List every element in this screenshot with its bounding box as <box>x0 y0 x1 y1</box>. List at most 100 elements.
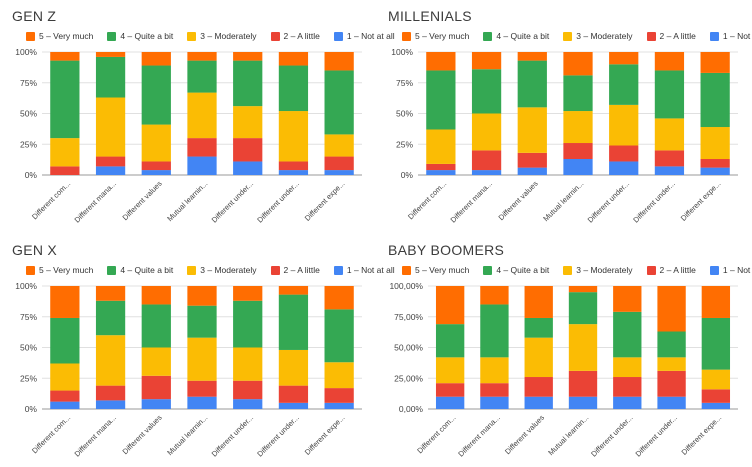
bar-segment[interactable] <box>657 286 686 332</box>
bar-segment[interactable] <box>187 156 217 175</box>
bar-segment[interactable] <box>563 75 593 112</box>
bar-segment[interactable] <box>187 138 217 157</box>
bar-segment[interactable] <box>654 70 685 119</box>
bar-segment[interactable] <box>568 396 598 409</box>
bar-segment[interactable] <box>324 134 354 157</box>
bar-segment[interactable] <box>435 324 465 358</box>
bar-segment[interactable] <box>324 362 354 389</box>
bar-segment[interactable] <box>95 400 126 409</box>
bar-segment[interactable] <box>568 370 598 397</box>
bar-segment[interactable] <box>426 129 456 164</box>
bar-segment[interactable] <box>324 156 354 171</box>
bar-segment[interactable] <box>187 60 217 93</box>
bar-segment[interactable] <box>568 286 598 293</box>
bar-segment[interactable] <box>324 388 354 403</box>
bar-segment[interactable] <box>613 396 642 409</box>
bar-segment[interactable] <box>480 396 509 409</box>
bar-segment[interactable] <box>471 150 502 171</box>
bar-segment[interactable] <box>524 396 553 409</box>
bar-segment[interactable] <box>233 60 263 107</box>
bar-segment[interactable] <box>233 300 263 348</box>
bar-segment[interactable] <box>654 150 685 167</box>
bar-segment[interactable] <box>233 380 263 400</box>
bar-segment[interactable] <box>95 286 126 301</box>
bar-segment[interactable] <box>609 104 639 146</box>
bar-segment[interactable] <box>480 286 509 305</box>
bar-segment[interactable] <box>187 337 217 381</box>
bar-segment[interactable] <box>563 159 593 175</box>
bar-segment[interactable] <box>426 170 456 175</box>
bar-segment[interactable] <box>426 70 456 130</box>
bar-segment[interactable] <box>278 65 309 112</box>
bar-segment[interactable] <box>700 52 730 73</box>
bar-segment[interactable] <box>95 166 126 175</box>
bar-segment[interactable] <box>50 363 80 391</box>
bar-segment[interactable] <box>517 152 547 168</box>
bar-segment[interactable] <box>613 357 642 378</box>
bar-segment[interactable] <box>278 385 309 403</box>
bar-segment[interactable] <box>524 337 553 378</box>
bar-segment[interactable] <box>471 52 502 70</box>
bar-segment[interactable] <box>50 390 80 402</box>
bar-segment[interactable] <box>324 170 354 175</box>
bar-segment[interactable] <box>654 166 685 175</box>
bar-segment[interactable] <box>700 167 730 175</box>
bar-segment[interactable] <box>435 383 465 397</box>
bar-segment[interactable] <box>701 369 731 390</box>
bar-segment[interactable] <box>278 170 309 175</box>
bar-segment[interactable] <box>141 375 171 400</box>
bar-segment[interactable] <box>278 111 309 162</box>
bar-segment[interactable] <box>95 300 126 336</box>
bar-segment[interactable] <box>233 138 263 162</box>
bar-segment[interactable] <box>524 317 553 338</box>
bar-segment[interactable] <box>701 317 731 370</box>
bar-segment[interactable] <box>609 52 639 65</box>
bar-segment[interactable] <box>50 60 80 139</box>
bar-segment[interactable] <box>324 70 354 135</box>
bar-segment[interactable] <box>233 52 263 61</box>
bar-segment[interactable] <box>613 286 642 312</box>
bar-segment[interactable] <box>426 52 456 71</box>
bar-segment[interactable] <box>701 389 731 403</box>
bar-segment[interactable] <box>50 52 80 61</box>
bar-segment[interactable] <box>517 52 547 61</box>
bar-segment[interactable] <box>187 92 217 139</box>
bar-segment[interactable] <box>609 161 639 175</box>
bar-segment[interactable] <box>613 311 642 358</box>
bar-segment[interactable] <box>563 52 593 76</box>
bar-segment[interactable] <box>278 294 309 350</box>
bar-segment[interactable] <box>324 286 354 310</box>
bar-segment[interactable] <box>278 161 309 171</box>
bar-segment[interactable] <box>233 106 263 139</box>
bar-segment[interactable] <box>524 286 553 318</box>
bar-segment[interactable] <box>609 145 639 162</box>
bar-segment[interactable] <box>563 111 593 144</box>
bar-segment[interactable] <box>187 380 217 397</box>
bar-segment[interactable] <box>435 286 465 325</box>
bar-segment[interactable] <box>278 52 309 66</box>
bar-segment[interactable] <box>141 65 171 125</box>
bar-segment[interactable] <box>95 97 126 157</box>
bar-segment[interactable] <box>657 370 686 397</box>
bar-segment[interactable] <box>471 113 502 151</box>
bar-segment[interactable] <box>435 357 465 384</box>
bar-segment[interactable] <box>426 163 456 171</box>
bar-segment[interactable] <box>701 286 731 318</box>
bar-segment[interactable] <box>187 286 217 306</box>
bar-segment[interactable] <box>95 52 126 57</box>
bar-segment[interactable] <box>141 161 171 171</box>
bar-segment[interactable] <box>50 138 80 167</box>
bar-segment[interactable] <box>141 124 171 162</box>
bar-segment[interactable] <box>141 399 171 409</box>
bar-segment[interactable] <box>700 72 730 128</box>
bar-segment[interactable] <box>233 286 263 301</box>
bar-segment[interactable] <box>654 52 685 71</box>
bar-segment[interactable] <box>95 385 126 401</box>
bar-segment[interactable] <box>609 64 639 105</box>
bar-segment[interactable] <box>233 347 263 381</box>
bar-segment[interactable] <box>435 396 465 409</box>
bar-segment[interactable] <box>141 52 171 66</box>
bar-segment[interactable] <box>480 357 509 384</box>
bar-segment[interactable] <box>568 292 598 325</box>
bar-segment[interactable] <box>517 60 547 108</box>
